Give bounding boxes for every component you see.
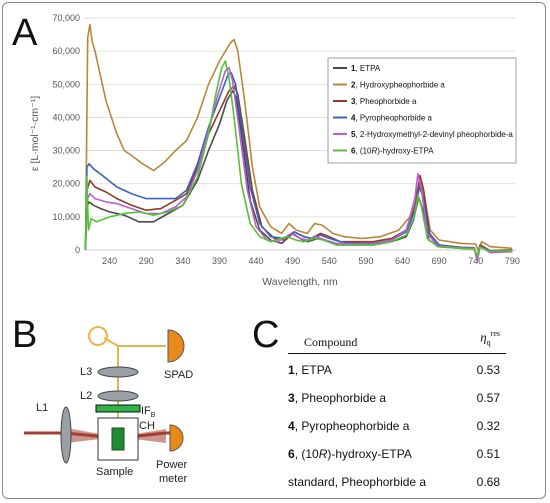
table-row: standard, Pheophorbide a 0.68 — [288, 475, 506, 493]
compound-cell: 4, Pyropheophorbide a — [288, 419, 410, 433]
spad-detector-body — [167, 329, 185, 363]
chart-gridlines — [84, 17, 516, 251]
holder-label: CH — [139, 420, 155, 432]
y-tick-label: 70,000 — [52, 13, 80, 23]
lens-l2-label: L2 — [80, 390, 92, 402]
y-tick-label: 60,000 — [52, 46, 80, 56]
table-row: 4, Pyropheophorbide a 0.32 — [288, 419, 506, 437]
chart-legend: 1, ETPA 2, Hydroxypheophorbide a 3, Pheoph… — [327, 57, 517, 164]
efficiency-value-cell: 0.57 — [476, 391, 500, 405]
chart-series-group — [84, 23, 513, 263]
lens-l3-label: L3 — [80, 366, 92, 378]
lens-l1 — [60, 406, 72, 464]
laser-beam-cone — [66, 428, 118, 443]
efficiency-value-cell: 0.32 — [476, 419, 500, 433]
legend-label-3: 3, Pheophorbide a — [351, 97, 417, 106]
legend-box — [327, 57, 517, 164]
spad-label: SPAD — [164, 369, 193, 381]
x-tick-label: 640 — [395, 256, 410, 266]
laser-beam-cone-out — [118, 429, 166, 443]
absorption-spectra-chart: 0 10,000 20,000 30,000 40,000 50,000 60,000 70,… — [29, 13, 520, 288]
y-tick-label: 40,000 — [52, 112, 80, 122]
y-tick-label: 10,000 — [52, 212, 80, 222]
panel-label-b: B — [12, 314, 38, 356]
table-header: Compound ηqres — [288, 329, 506, 354]
header-compound: Compound — [304, 335, 358, 349]
x-tick-label: 240 — [102, 256, 117, 266]
x-tick-label: 740 — [468, 256, 483, 266]
power-meter-outline — [169, 424, 184, 452]
y-tick-label: 20,000 — [52, 179, 80, 189]
power-meter-label-line1: Power — [156, 459, 188, 471]
efficiency-value-cell: 0.51 — [476, 447, 500, 461]
x-tick-label: 790 — [505, 256, 520, 266]
chart-axes: 0 10,000 20,000 30,000 40,000 50,000 60,000 70,… — [52, 13, 519, 266]
x-tick-label: 390 — [212, 256, 227, 266]
x-tick-label: 540 — [322, 256, 337, 266]
figure-frame — [2, 2, 546, 499]
filter-label: IFB — [141, 405, 156, 419]
x-axis-title: Wavelength, nm — [262, 276, 338, 288]
x-tick-label: 490 — [285, 256, 300, 266]
x-tick-label: 690 — [432, 256, 447, 266]
x-tick-label: 340 — [175, 256, 190, 266]
spad-detector — [168, 330, 184, 362]
legend-label-2: 2, Hydroxypheophorbide a — [351, 81, 445, 90]
panel-label-a: A — [12, 12, 38, 54]
sample-label: Sample — [96, 466, 133, 478]
lens-l2 — [97, 390, 139, 402]
table-row: 1, ETPA 0.53 — [288, 363, 506, 381]
lens-l3 — [97, 366, 139, 378]
series-line-6 — [84, 60, 513, 258]
y-tick-label: 30,000 — [52, 146, 80, 156]
compound-cell: 1, ETPA — [288, 363, 332, 377]
legend-label-6: 6, (10R)-hydroxy-ETPA — [351, 147, 434, 156]
lens-l1-label: L1 — [36, 402, 48, 414]
x-tick-label: 440 — [249, 256, 264, 266]
y-tick-label: 0 — [75, 245, 80, 255]
sample-cuvette — [111, 427, 125, 451]
compound-cell: standard, Pheophorbide a — [288, 475, 427, 489]
compound-cell: 3, Pheophorbide a — [288, 391, 387, 405]
legend-label-1: 1, ETPA — [351, 64, 381, 73]
y-axis-title: ε [L·mol⁻¹·cm⁻¹] — [29, 96, 41, 171]
legend-label-4: 4, Pyropheophorbide a — [351, 114, 433, 123]
legend-label-5: 5, 2-Hydroxymethyl-2-devinyl pheophorbid… — [351, 130, 513, 139]
power-meter-label-line2: meter — [159, 473, 187, 485]
compound-cell: 6, (10R)-hydroxy-ETPA — [288, 447, 412, 461]
power-meter — [170, 425, 183, 451]
table-row: 3, Pheophorbide a 0.57 — [288, 391, 506, 409]
header-eta: ηqres — [480, 329, 500, 347]
interference-filter — [95, 404, 141, 413]
x-tick-label: 590 — [358, 256, 373, 266]
x-tick-label: 290 — [139, 256, 154, 266]
efficiency-value-cell: 0.68 — [476, 475, 500, 489]
table-row: 6, (10R)-hydroxy-ETPA 0.51 — [288, 447, 506, 465]
efficiency-value-cell: 0.53 — [476, 363, 500, 377]
y-tick-label: 50,000 — [52, 79, 80, 89]
panel-label-c: C — [252, 314, 280, 356]
pinhole-ring — [88, 326, 108, 346]
